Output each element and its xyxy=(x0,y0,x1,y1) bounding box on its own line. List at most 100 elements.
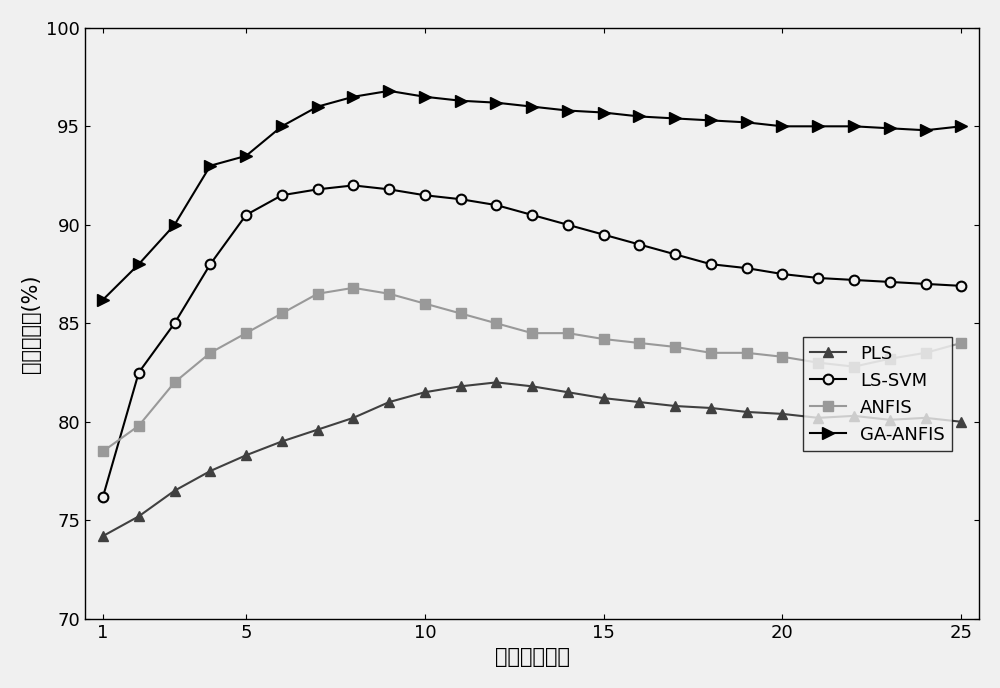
LS-SVM xyxy=(633,240,645,248)
ANFIS xyxy=(669,343,681,351)
GA-ANFIS xyxy=(276,122,288,131)
LS-SVM xyxy=(312,185,324,193)
GA-ANFIS xyxy=(633,112,645,120)
PLS xyxy=(169,486,181,495)
PLS xyxy=(669,402,681,410)
ANFIS xyxy=(347,283,359,292)
LS-SVM xyxy=(526,211,538,219)
ANFIS xyxy=(204,349,216,357)
PLS xyxy=(383,398,395,406)
PLS xyxy=(633,398,645,406)
GA-ANFIS xyxy=(741,118,753,127)
GA-ANFIS xyxy=(347,93,359,101)
PLS xyxy=(955,418,967,426)
LS-SVM xyxy=(669,250,681,259)
PLS xyxy=(526,383,538,391)
ANFIS xyxy=(490,319,502,327)
LS-SVM xyxy=(169,319,181,327)
GA-ANFIS xyxy=(920,126,932,134)
PLS xyxy=(812,413,824,422)
ANFIS xyxy=(776,353,788,361)
X-axis label: 特征参数维数: 特征参数维数 xyxy=(495,647,570,667)
ANFIS xyxy=(276,310,288,318)
LS-SVM xyxy=(490,201,502,209)
LS-SVM xyxy=(347,181,359,189)
Line: PLS: PLS xyxy=(98,378,966,541)
ANFIS xyxy=(920,349,932,357)
PLS xyxy=(741,408,753,416)
LS-SVM xyxy=(955,282,967,290)
PLS xyxy=(920,413,932,422)
GA-ANFIS xyxy=(455,96,467,105)
LS-SVM xyxy=(705,260,717,268)
GA-ANFIS xyxy=(312,103,324,111)
ANFIS xyxy=(848,363,860,371)
GA-ANFIS xyxy=(669,114,681,122)
GA-ANFIS xyxy=(240,152,252,160)
PLS xyxy=(455,383,467,391)
GA-ANFIS xyxy=(490,98,502,107)
GA-ANFIS xyxy=(133,260,145,268)
GA-ANFIS xyxy=(812,122,824,131)
LS-SVM xyxy=(240,211,252,219)
PLS xyxy=(776,410,788,418)
GA-ANFIS xyxy=(705,116,717,125)
ANFIS xyxy=(133,422,145,430)
LS-SVM xyxy=(383,185,395,193)
PLS xyxy=(419,388,431,396)
LS-SVM xyxy=(204,260,216,268)
ANFIS xyxy=(705,349,717,357)
PLS xyxy=(490,378,502,387)
PLS xyxy=(848,411,860,420)
LS-SVM xyxy=(598,230,610,239)
Line: ANFIS: ANFIS xyxy=(98,283,966,456)
ANFIS xyxy=(383,290,395,298)
ANFIS xyxy=(240,329,252,337)
LS-SVM xyxy=(97,493,109,501)
ANFIS xyxy=(419,299,431,308)
GA-ANFIS xyxy=(97,296,109,304)
GA-ANFIS xyxy=(884,124,896,132)
ANFIS xyxy=(312,290,324,298)
GA-ANFIS xyxy=(204,162,216,170)
PLS xyxy=(347,413,359,422)
GA-ANFIS xyxy=(169,221,181,229)
ANFIS xyxy=(455,310,467,318)
Legend: PLS, LS-SVM, ANFIS, GA-ANFIS: PLS, LS-SVM, ANFIS, GA-ANFIS xyxy=(803,337,952,451)
LS-SVM xyxy=(812,274,824,282)
ANFIS xyxy=(884,354,896,363)
PLS xyxy=(562,388,574,396)
ANFIS xyxy=(633,339,645,347)
ANFIS xyxy=(97,447,109,455)
LS-SVM xyxy=(776,270,788,278)
GA-ANFIS xyxy=(419,93,431,101)
PLS xyxy=(312,426,324,434)
ANFIS xyxy=(598,335,610,343)
LS-SVM xyxy=(741,264,753,272)
GA-ANFIS xyxy=(955,122,967,131)
ANFIS xyxy=(526,329,538,337)
ANFIS xyxy=(169,378,181,387)
ANFIS xyxy=(812,358,824,367)
PLS xyxy=(97,532,109,540)
PLS xyxy=(884,416,896,424)
PLS xyxy=(598,394,610,402)
ANFIS xyxy=(955,339,967,347)
LS-SVM xyxy=(455,195,467,204)
LS-SVM xyxy=(419,191,431,200)
GA-ANFIS xyxy=(598,109,610,117)
LS-SVM xyxy=(920,280,932,288)
PLS xyxy=(133,512,145,520)
GA-ANFIS xyxy=(562,107,574,115)
LS-SVM xyxy=(276,191,288,200)
PLS xyxy=(204,467,216,475)
Line: GA-ANFIS: GA-ANFIS xyxy=(97,85,967,305)
LS-SVM xyxy=(848,276,860,284)
GA-ANFIS xyxy=(526,103,538,111)
Y-axis label: 分类正确率(%): 分类正确率(%) xyxy=(21,274,41,372)
ANFIS xyxy=(562,329,574,337)
LS-SVM xyxy=(562,221,574,229)
LS-SVM xyxy=(133,368,145,376)
GA-ANFIS xyxy=(383,87,395,95)
PLS xyxy=(276,438,288,446)
